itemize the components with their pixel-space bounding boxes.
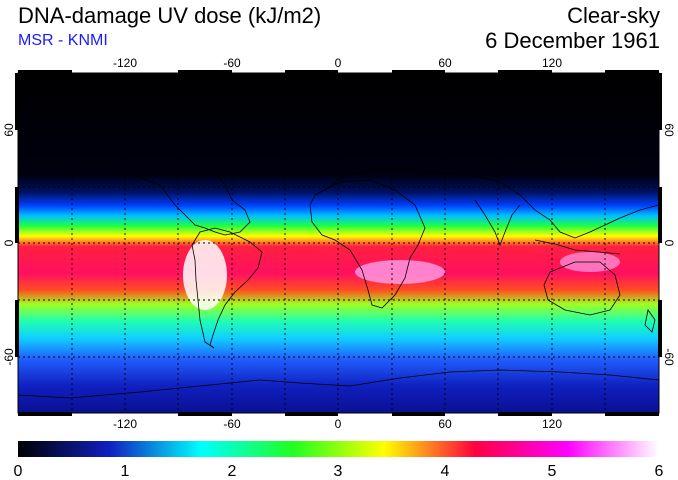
lon-tick-top: 0 <box>335 56 342 70</box>
frame-ticks <box>15 70 662 416</box>
lon-tick-bottom: 120 <box>542 417 562 431</box>
colorbar-tick-label: 0 <box>14 463 23 480</box>
lat-tick-left: 0 <box>2 239 16 246</box>
australia-coast <box>543 261 621 316</box>
lon-tick-top: 60 <box>438 56 452 70</box>
lat-tick-right: 0 <box>662 240 676 247</box>
eurasia-coast <box>324 167 659 239</box>
sky-condition-label: Clear-sky <box>567 3 660 28</box>
colorbar-tick-label: 6 <box>655 463 664 480</box>
lon-tick-top: 120 <box>542 56 562 70</box>
lon-tick-bottom: 0 <box>335 417 342 431</box>
source-label: MSR - KNMI <box>18 32 108 49</box>
antarctica-coast <box>18 369 659 399</box>
lon-tick-bottom: -120 <box>113 417 137 431</box>
lon-tick-top: -120 <box>113 56 137 70</box>
india-coast <box>474 199 521 247</box>
south-america-coast <box>191 227 263 349</box>
high-dose-region-south-america <box>183 240 227 310</box>
graticule <box>18 73 659 413</box>
lon-tick-bottom: 60 <box>438 417 452 431</box>
high-dose-region-africa <box>355 260 445 284</box>
coastlines <box>18 167 659 399</box>
lat-tick-left: -60 <box>2 348 16 366</box>
africa-coast <box>309 179 426 309</box>
colorbar-tick-label: 1 <box>121 463 130 480</box>
colorbar-tick-label: 5 <box>548 463 557 480</box>
lat-tick-right: 60 <box>662 123 676 137</box>
lon-tick-top: -60 <box>223 56 241 70</box>
lon-tick-bottom: -60 <box>223 417 241 431</box>
north-america-coast <box>119 167 251 236</box>
colorbar <box>18 441 659 457</box>
lat-tick-right: -60 <box>662 348 676 366</box>
colorbar-tick-label: 4 <box>441 463 450 480</box>
colorbar-tick-label: 2 <box>228 463 237 480</box>
chart-title: DNA-damage UV dose (kJ/m2) <box>18 3 322 28</box>
new-zealand-coast <box>644 309 656 333</box>
lat-tick-left: 60 <box>2 123 16 137</box>
date-label: 6 December 1961 <box>485 28 660 53</box>
colorbar-tick-label: 3 <box>334 463 343 480</box>
